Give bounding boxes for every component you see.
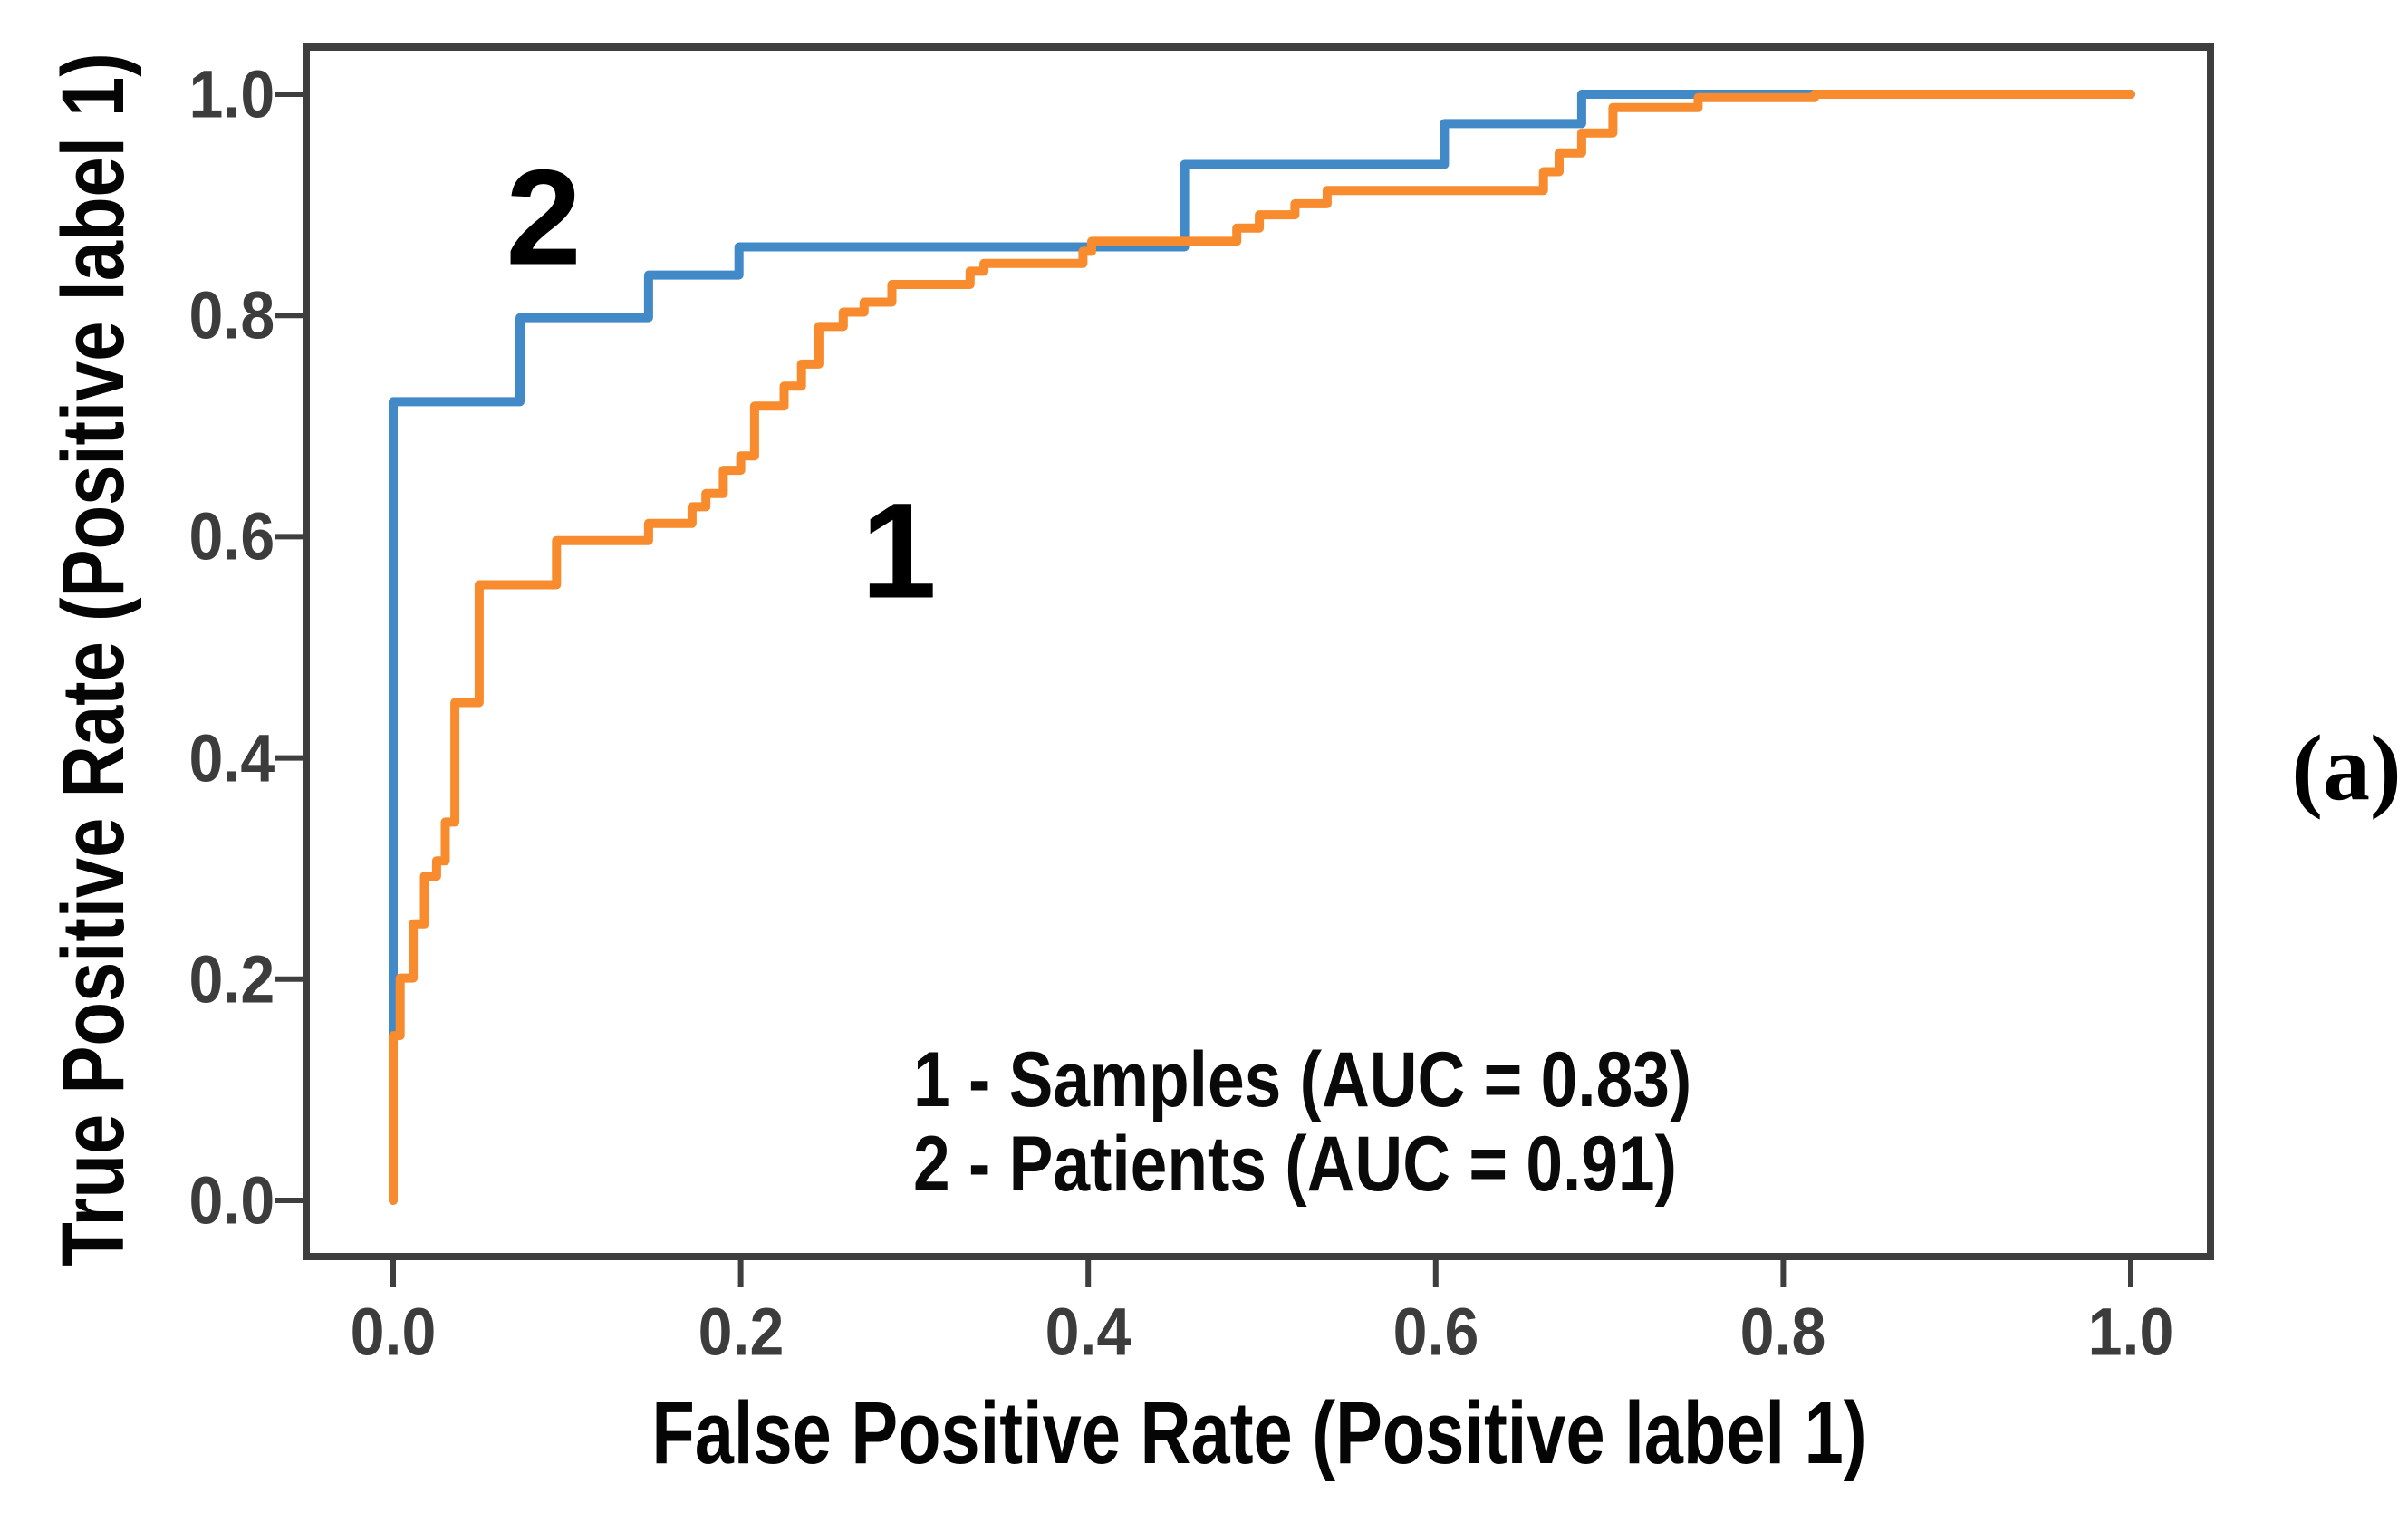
x-axis-label: False Positive Rate (Positive label 1) (651, 1383, 1867, 1482)
y-axis-label: True Positive Rate (Positive label 1) (43, 53, 142, 1267)
x-tick-label: 0.4 (1045, 1294, 1132, 1370)
y-tick-label: 0.6 (188, 498, 275, 574)
curve-label-patients-2: 2 (506, 140, 582, 294)
y-tick-label: 0.0 (188, 1162, 275, 1238)
y-tick-label: 1.0 (188, 56, 275, 132)
x-tick-label: 0.6 (1392, 1294, 1479, 1370)
y-tick-label: 0.4 (188, 720, 275, 796)
axes-spines (303, 43, 2214, 1260)
roc-curve-samples (389, 90, 2135, 1205)
y-tick-label: 0.2 (188, 941, 275, 1017)
roc-curve-patients (389, 90, 2135, 1205)
panel-label-a: (a) (2291, 716, 2402, 821)
curve-label-samples-1: 1 (861, 474, 937, 627)
y-tick-label: 0.8 (188, 277, 275, 353)
legend: 1 - Samples (AUC = 0.83) 2 - Patients (A… (913, 1038, 1691, 1207)
legend-line-samples: 1 - Samples (AUC = 0.83) (913, 1036, 1692, 1123)
legend-line-patients: 2 - Patients (AUC = 0.91) (913, 1120, 1677, 1208)
x-tick-label: 1.0 (2087, 1294, 2174, 1370)
x-tick-label: 0.2 (698, 1294, 784, 1370)
x-tick-label: 0.8 (1740, 1294, 1826, 1370)
x-tick-label: 0.0 (350, 1294, 437, 1370)
